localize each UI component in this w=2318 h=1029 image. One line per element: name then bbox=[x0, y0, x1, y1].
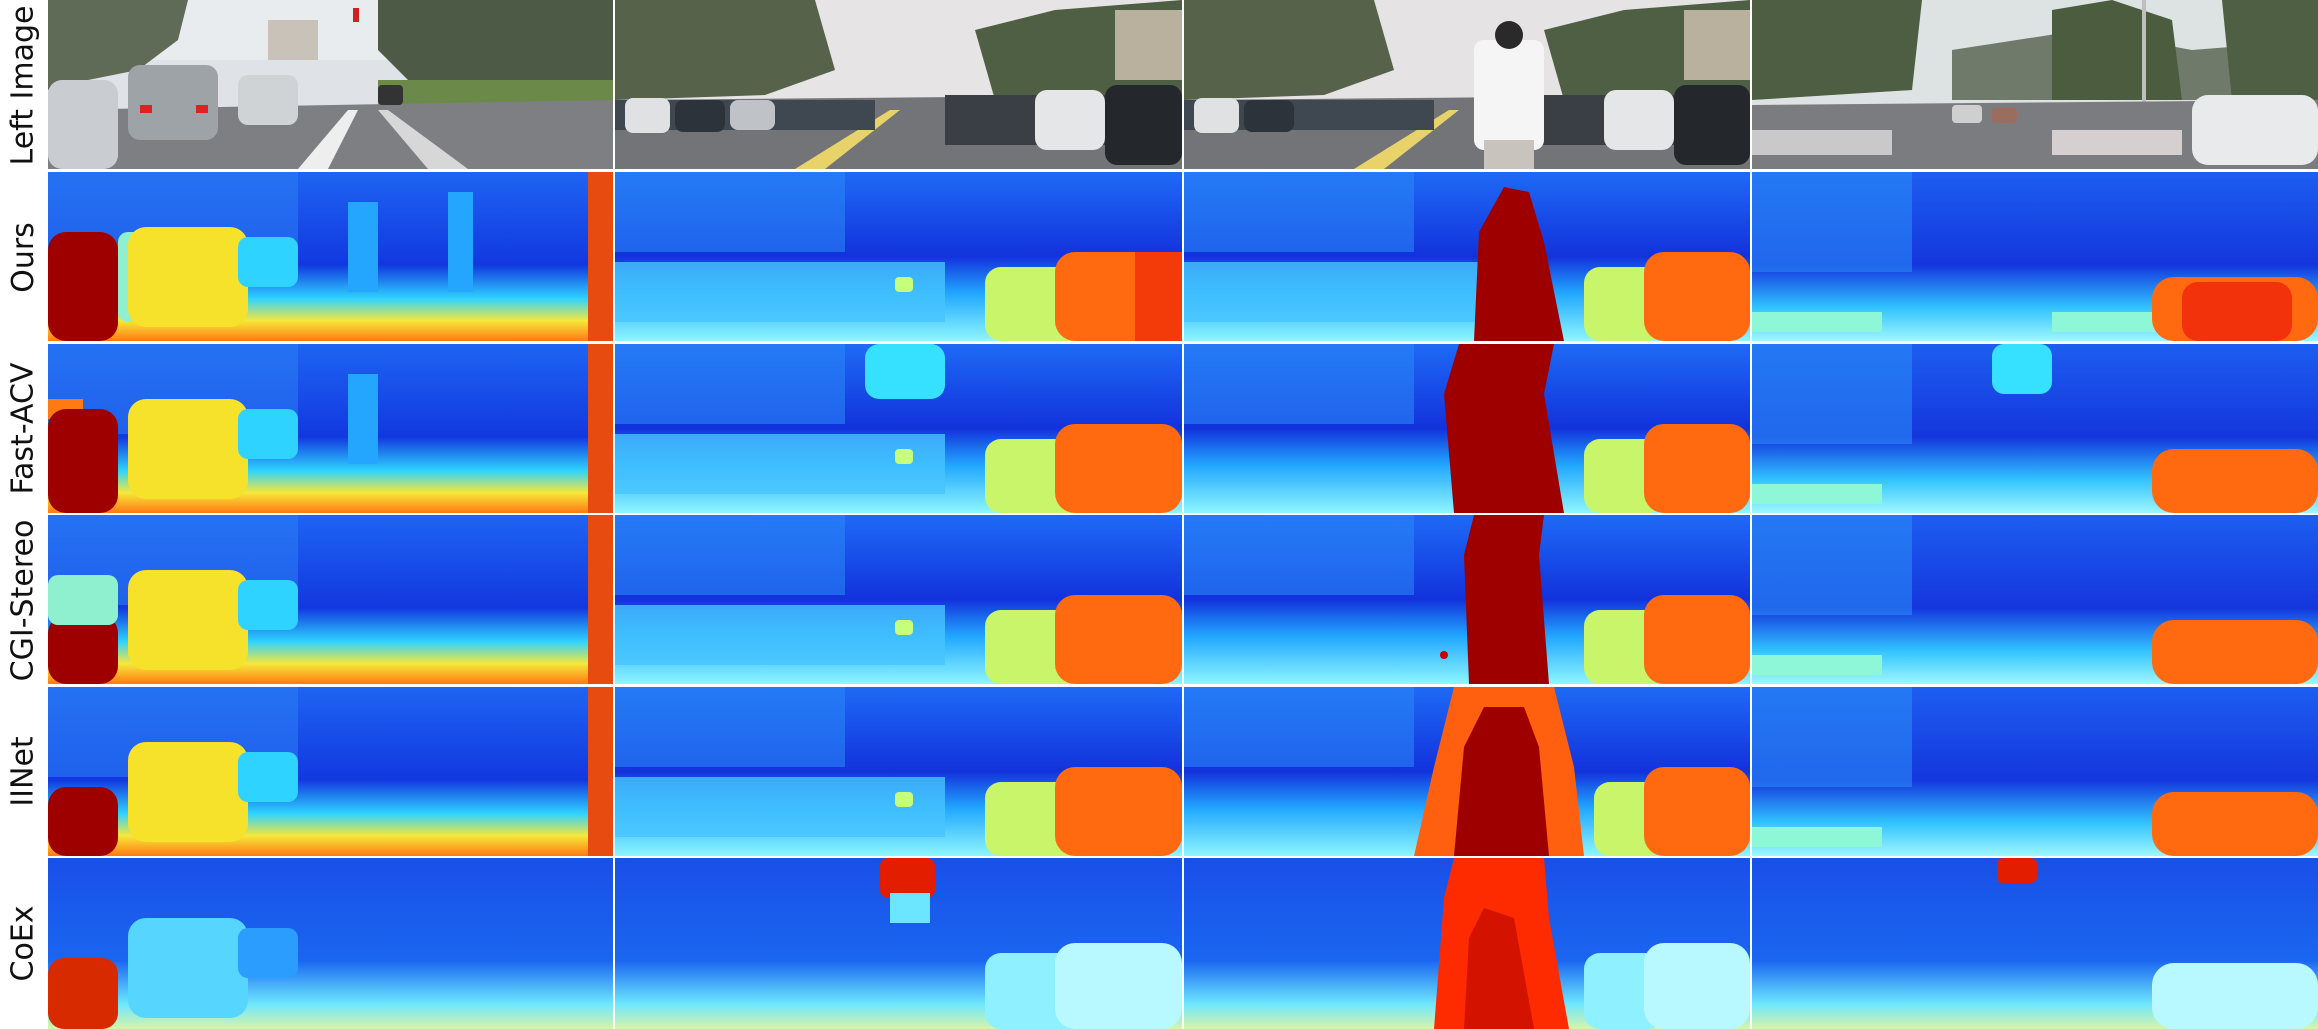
coex-depth-scene-4 bbox=[1752, 858, 2318, 1029]
row-label-text: CoEx bbox=[5, 904, 41, 982]
row-label-cgi-stereo: CGI-Stereo bbox=[0, 514, 46, 686]
iinet-depth-scene-4 bbox=[1752, 687, 2318, 856]
cgi-stereo-depth-scene-3 bbox=[1184, 515, 1750, 684]
row-label-iinet: IINet bbox=[0, 686, 46, 857]
ours-depth-scene-1 bbox=[48, 172, 613, 341]
left-image-scene-4 bbox=[1752, 0, 2318, 169]
fast-acv-depth-scene-4 bbox=[1752, 344, 2318, 513]
iinet-depth-scene-3 bbox=[1184, 687, 1750, 856]
ours-depth-scene-2 bbox=[615, 172, 1182, 341]
row-label-text: CGI-Stereo bbox=[5, 519, 41, 681]
row-label-text: Left Image bbox=[5, 5, 41, 166]
ours-depth-scene-3 bbox=[1184, 172, 1750, 341]
coex-depth-scene-1 bbox=[48, 858, 613, 1029]
left-image-scene-1 bbox=[48, 0, 613, 169]
fast-acv-depth-scene-1 bbox=[48, 344, 613, 513]
ours-depth-scene-4 bbox=[1752, 172, 2318, 341]
iinet-depth-scene-2 bbox=[615, 687, 1182, 856]
row-label-coex: CoEx bbox=[0, 857, 46, 1029]
fast-acv-depth-scene-3 bbox=[1184, 344, 1750, 513]
cgi-stereo-depth-scene-4 bbox=[1752, 515, 2318, 684]
row-label-text: Fast-ACV bbox=[5, 362, 41, 495]
row-label-fast-acv: Fast-ACV bbox=[0, 343, 46, 514]
row-label-text: IINet bbox=[5, 736, 41, 807]
row-label-text: Ours bbox=[5, 221, 41, 293]
row-label-ours: Ours bbox=[0, 171, 46, 343]
left-image-scene-3 bbox=[1184, 0, 1750, 169]
cgi-stereo-depth-scene-2 bbox=[615, 515, 1182, 684]
coex-depth-scene-2 bbox=[615, 858, 1182, 1029]
row-label-left-image: Left Image bbox=[0, 0, 46, 171]
coex-depth-scene-3 bbox=[1184, 858, 1750, 1029]
fast-acv-depth-scene-2 bbox=[615, 344, 1182, 513]
cgi-stereo-depth-scene-1 bbox=[48, 515, 613, 684]
left-image-scene-2 bbox=[615, 0, 1182, 169]
iinet-depth-scene-1 bbox=[48, 687, 613, 856]
